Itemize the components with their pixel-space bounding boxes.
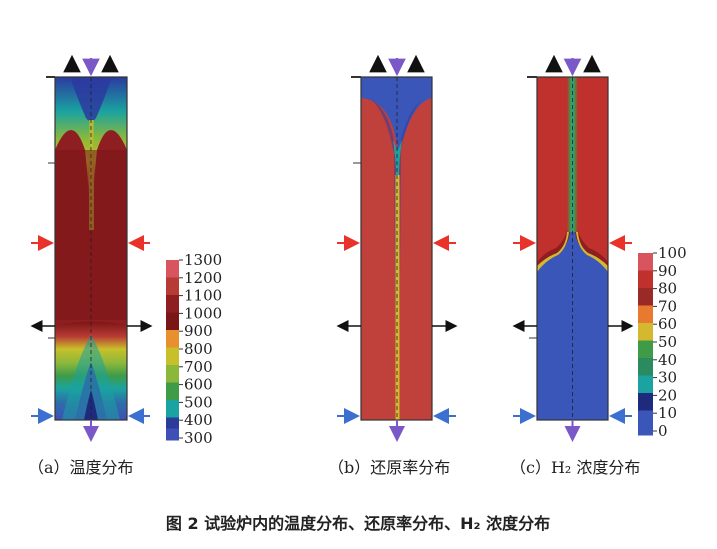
colorbar-tick-label: 0 <box>658 422 668 440</box>
colorbar-tick-label: 700 <box>184 358 213 376</box>
panel-b-top-zone <box>361 77 432 155</box>
figure-caption: 图 2 试验炉内的温度分布、还原率分布、H₂ 浓度分布 <box>166 514 550 533</box>
colorbar-tick-label: 900 <box>184 322 213 340</box>
colorbar-tick-label: 600 <box>184 376 213 394</box>
colorbar-tick-label: 500 <box>184 393 213 411</box>
panel-b-label: （b）还原率分布 <box>328 458 450 477</box>
colorbar-tick-label: 10 <box>658 404 677 422</box>
panel-a-temperature <box>30 54 153 442</box>
colorbar-tick-label: 40 <box>658 351 677 369</box>
colorbar-tick-label: 800 <box>184 340 213 358</box>
panel-c-label: （c）H₂ 浓度分布 <box>510 458 640 477</box>
panel-b-reduction <box>336 54 458 442</box>
colorbar-tick-label: 80 <box>658 280 677 298</box>
colorbar-tick-label: 1300 <box>184 251 222 269</box>
colorbar-tick-label: 400 <box>184 411 213 429</box>
colorbar-tick-label: 1200 <box>184 269 222 287</box>
colorbar-tick-label: 300 <box>184 429 213 447</box>
panel-c-h2 <box>512 54 634 442</box>
panel-c-top-zone <box>537 77 608 270</box>
colorbar-tick-label: 20 <box>658 386 677 404</box>
colorbar-tick-label: 60 <box>658 315 677 333</box>
colorbar-tick-label: 1000 <box>184 304 222 322</box>
colorbar-tick-label: 90 <box>658 262 677 280</box>
colorbar-tick-label: 50 <box>658 333 677 351</box>
colorbar-tick-label: 100 <box>658 244 687 262</box>
panel-a-label: （a）温度分布 <box>28 458 134 477</box>
colorbar-tick-label: 30 <box>658 369 677 387</box>
colorbar-tick-label: 1100 <box>184 287 222 305</box>
colorbar-tick-label: 70 <box>658 297 677 315</box>
